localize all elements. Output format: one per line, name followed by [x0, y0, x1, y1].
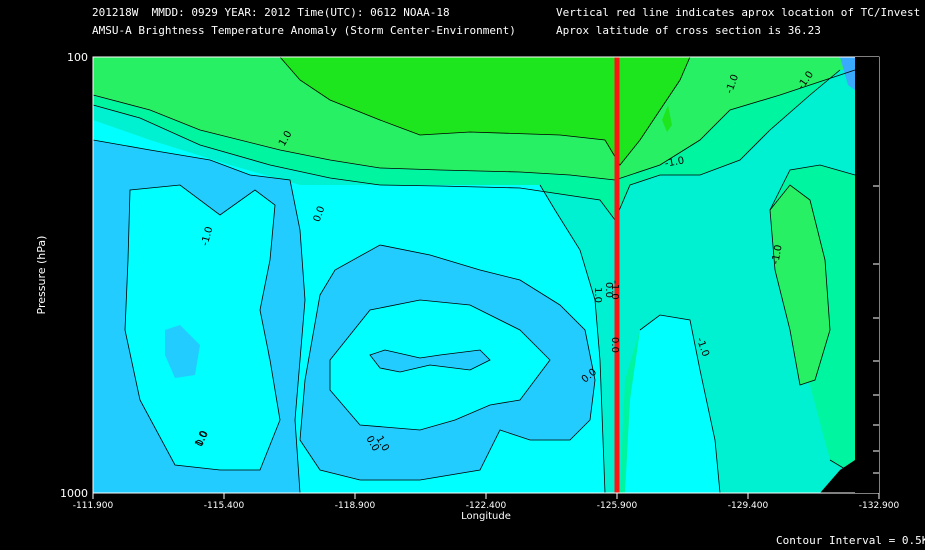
fill-blue-patch-left [165, 325, 200, 378]
y-tick-label-100: 100 [67, 51, 88, 64]
x-tick-label: -129.400 [728, 501, 769, 511]
header-line2-right: Aprox latitude of cross section is 36.23 [556, 24, 821, 37]
contour-lines [92, 56, 856, 494]
x-tick-label: -125.900 [597, 501, 638, 511]
contour-line [329, 299, 551, 431]
fill-right-green [770, 185, 830, 385]
contour-label: 0.0 [603, 282, 614, 298]
contour-line [124, 184, 281, 471]
x-tick-label: -122.400 [466, 501, 507, 511]
contour-line [92, 69, 856, 181]
fill-bottom-right-shade [820, 460, 855, 493]
x-axis-title: Longitude [461, 511, 511, 522]
contour-line [829, 459, 856, 476]
y-tick-label-1000: 1000 [60, 487, 88, 500]
contour-line [639, 314, 721, 494]
header-line2-left: AMSU-A Brightness Temperature Anomaly (S… [92, 24, 516, 37]
x-tick-label: -111.900 [73, 501, 114, 511]
contour-line [299, 244, 596, 481]
contour-line [279, 56, 691, 166]
contour-label: -1.0 [664, 155, 685, 169]
x-tick-label: -115.400 [204, 501, 245, 511]
contour-line [92, 69, 841, 221]
contour-label: -1.0 [200, 226, 216, 248]
contour-line [769, 184, 831, 386]
contour-fills [93, 57, 855, 493]
contour-line [539, 184, 606, 494]
fill-blue-patch-mid [268, 340, 282, 365]
fill-cyan-left [125, 185, 280, 470]
contour-line [369, 349, 491, 373]
y-minor-ticks [873, 185, 879, 474]
contour-label: 1.0 [592, 287, 603, 303]
contour-interval-label: Contour Interval = 0.5K [776, 534, 925, 547]
y-axis-title: Pressure (hPa) [35, 236, 48, 315]
contour-line [92, 139, 306, 494]
fill-blue-core [370, 350, 490, 372]
fill-small-green-spot [662, 105, 672, 132]
fill-dark-blue-edge [840, 57, 855, 90]
contour-line [769, 164, 856, 211]
header-line1-left: 201218W MMDD: 0929 YEAR: 2012 Time(UTC):… [92, 6, 450, 19]
plot-right-blank [855, 57, 879, 493]
x-tick-label: -118.900 [335, 501, 376, 511]
header-line1-right: Vertical red line indicates aprox locati… [556, 6, 921, 19]
x-tick-label: -132.900 [859, 501, 900, 511]
fill-right-tongue [625, 315, 720, 493]
contour-label: -1.0 [770, 244, 784, 265]
contour-label: 0.0 [609, 337, 620, 353]
x-ticks: -111.900 -115.400 -118.900 -122.400 -125.900… [73, 493, 900, 511]
contour-label: -1.0 [609, 280, 620, 300]
contour-label: 0.0 [312, 205, 328, 224]
